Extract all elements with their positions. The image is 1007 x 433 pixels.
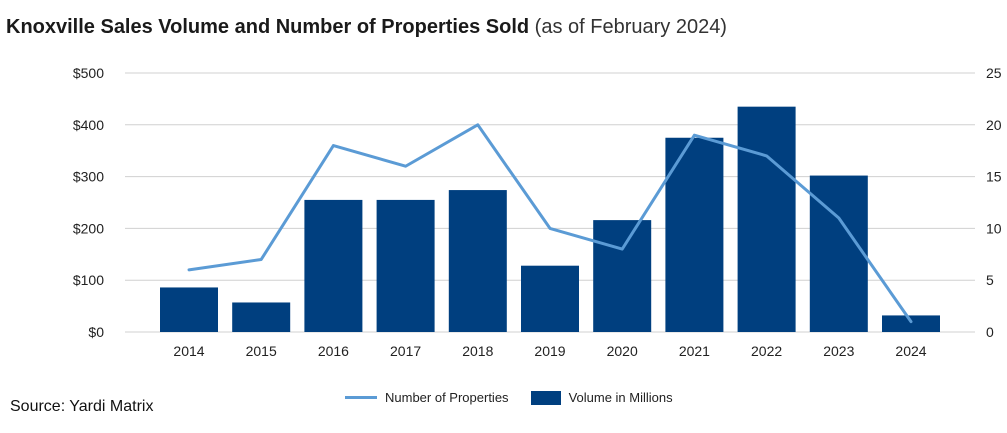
right-tick-label: 25 (986, 65, 1002, 81)
x-tick-label: 2021 (679, 343, 710, 359)
source-note: Source: Yardi Matrix (10, 398, 154, 415)
right-tick-label: 20 (986, 117, 1002, 133)
legend-line-label: Number of Properties (385, 390, 509, 405)
right-tick-label: 5 (986, 272, 994, 288)
bar (448, 190, 507, 332)
bar (304, 199, 363, 332)
left-tick-label: $200 (73, 220, 104, 236)
x-axis: 2014 2015 2016 2017 2018 2019 2020 2021 2022 2023… (173, 343, 926, 359)
left-tick-label: $500 (73, 65, 104, 81)
x-tick-label: 2018 (462, 343, 493, 359)
right-tick-label: 0 (986, 324, 994, 340)
x-tick-label: 2014 (173, 343, 204, 359)
bar (160, 287, 218, 332)
x-tick-label: 2019 (534, 343, 565, 359)
legend-item-bar: Volume in Millions (530, 390, 673, 405)
x-tick-label: 2016 (318, 343, 349, 359)
line-series (187, 123, 913, 324)
right-axis: 0 5 10 15 20 25 (986, 65, 1002, 340)
bar (665, 137, 724, 332)
x-tick-label: 2022 (751, 343, 782, 359)
x-tick-label: 2015 (246, 343, 277, 359)
bar (376, 199, 435, 332)
legend-bar-swatch (530, 390, 561, 405)
legend-item-line: Number of Properties (345, 390, 509, 405)
left-axis: $0 $100 $200 $300 $400 $500 (73, 65, 104, 340)
left-tick-label: $0 (88, 324, 104, 340)
x-tick-label: 2023 (823, 343, 854, 359)
legend-line-swatch (345, 396, 377, 399)
bar (593, 220, 652, 332)
bar (232, 302, 291, 332)
left-tick-label: $400 (73, 117, 104, 133)
right-tick-label: 15 (986, 169, 1002, 185)
x-tick-label: 2024 (895, 343, 926, 359)
bar-series (160, 106, 940, 332)
left-tick-label: $300 (73, 169, 104, 185)
chart-title: Knoxville Sales Volume and Number of Pro… (6, 16, 727, 39)
left-tick-label: $100 (73, 272, 104, 288)
chart-title-sub: (as of February 2024) (534, 16, 727, 38)
x-tick-label: 2017 (390, 343, 421, 359)
bar (521, 265, 579, 332)
bar (882, 315, 940, 332)
chart-title-main: Knoxville Sales Volume and Number of Pro… (6, 16, 530, 38)
legend: Number of Properties Volume in Millions (345, 390, 695, 405)
bar (737, 106, 796, 332)
legend-bar-label: Volume in Millions (568, 390, 673, 405)
right-tick-label: 10 (986, 220, 1002, 236)
x-tick-label: 2020 (607, 343, 638, 359)
